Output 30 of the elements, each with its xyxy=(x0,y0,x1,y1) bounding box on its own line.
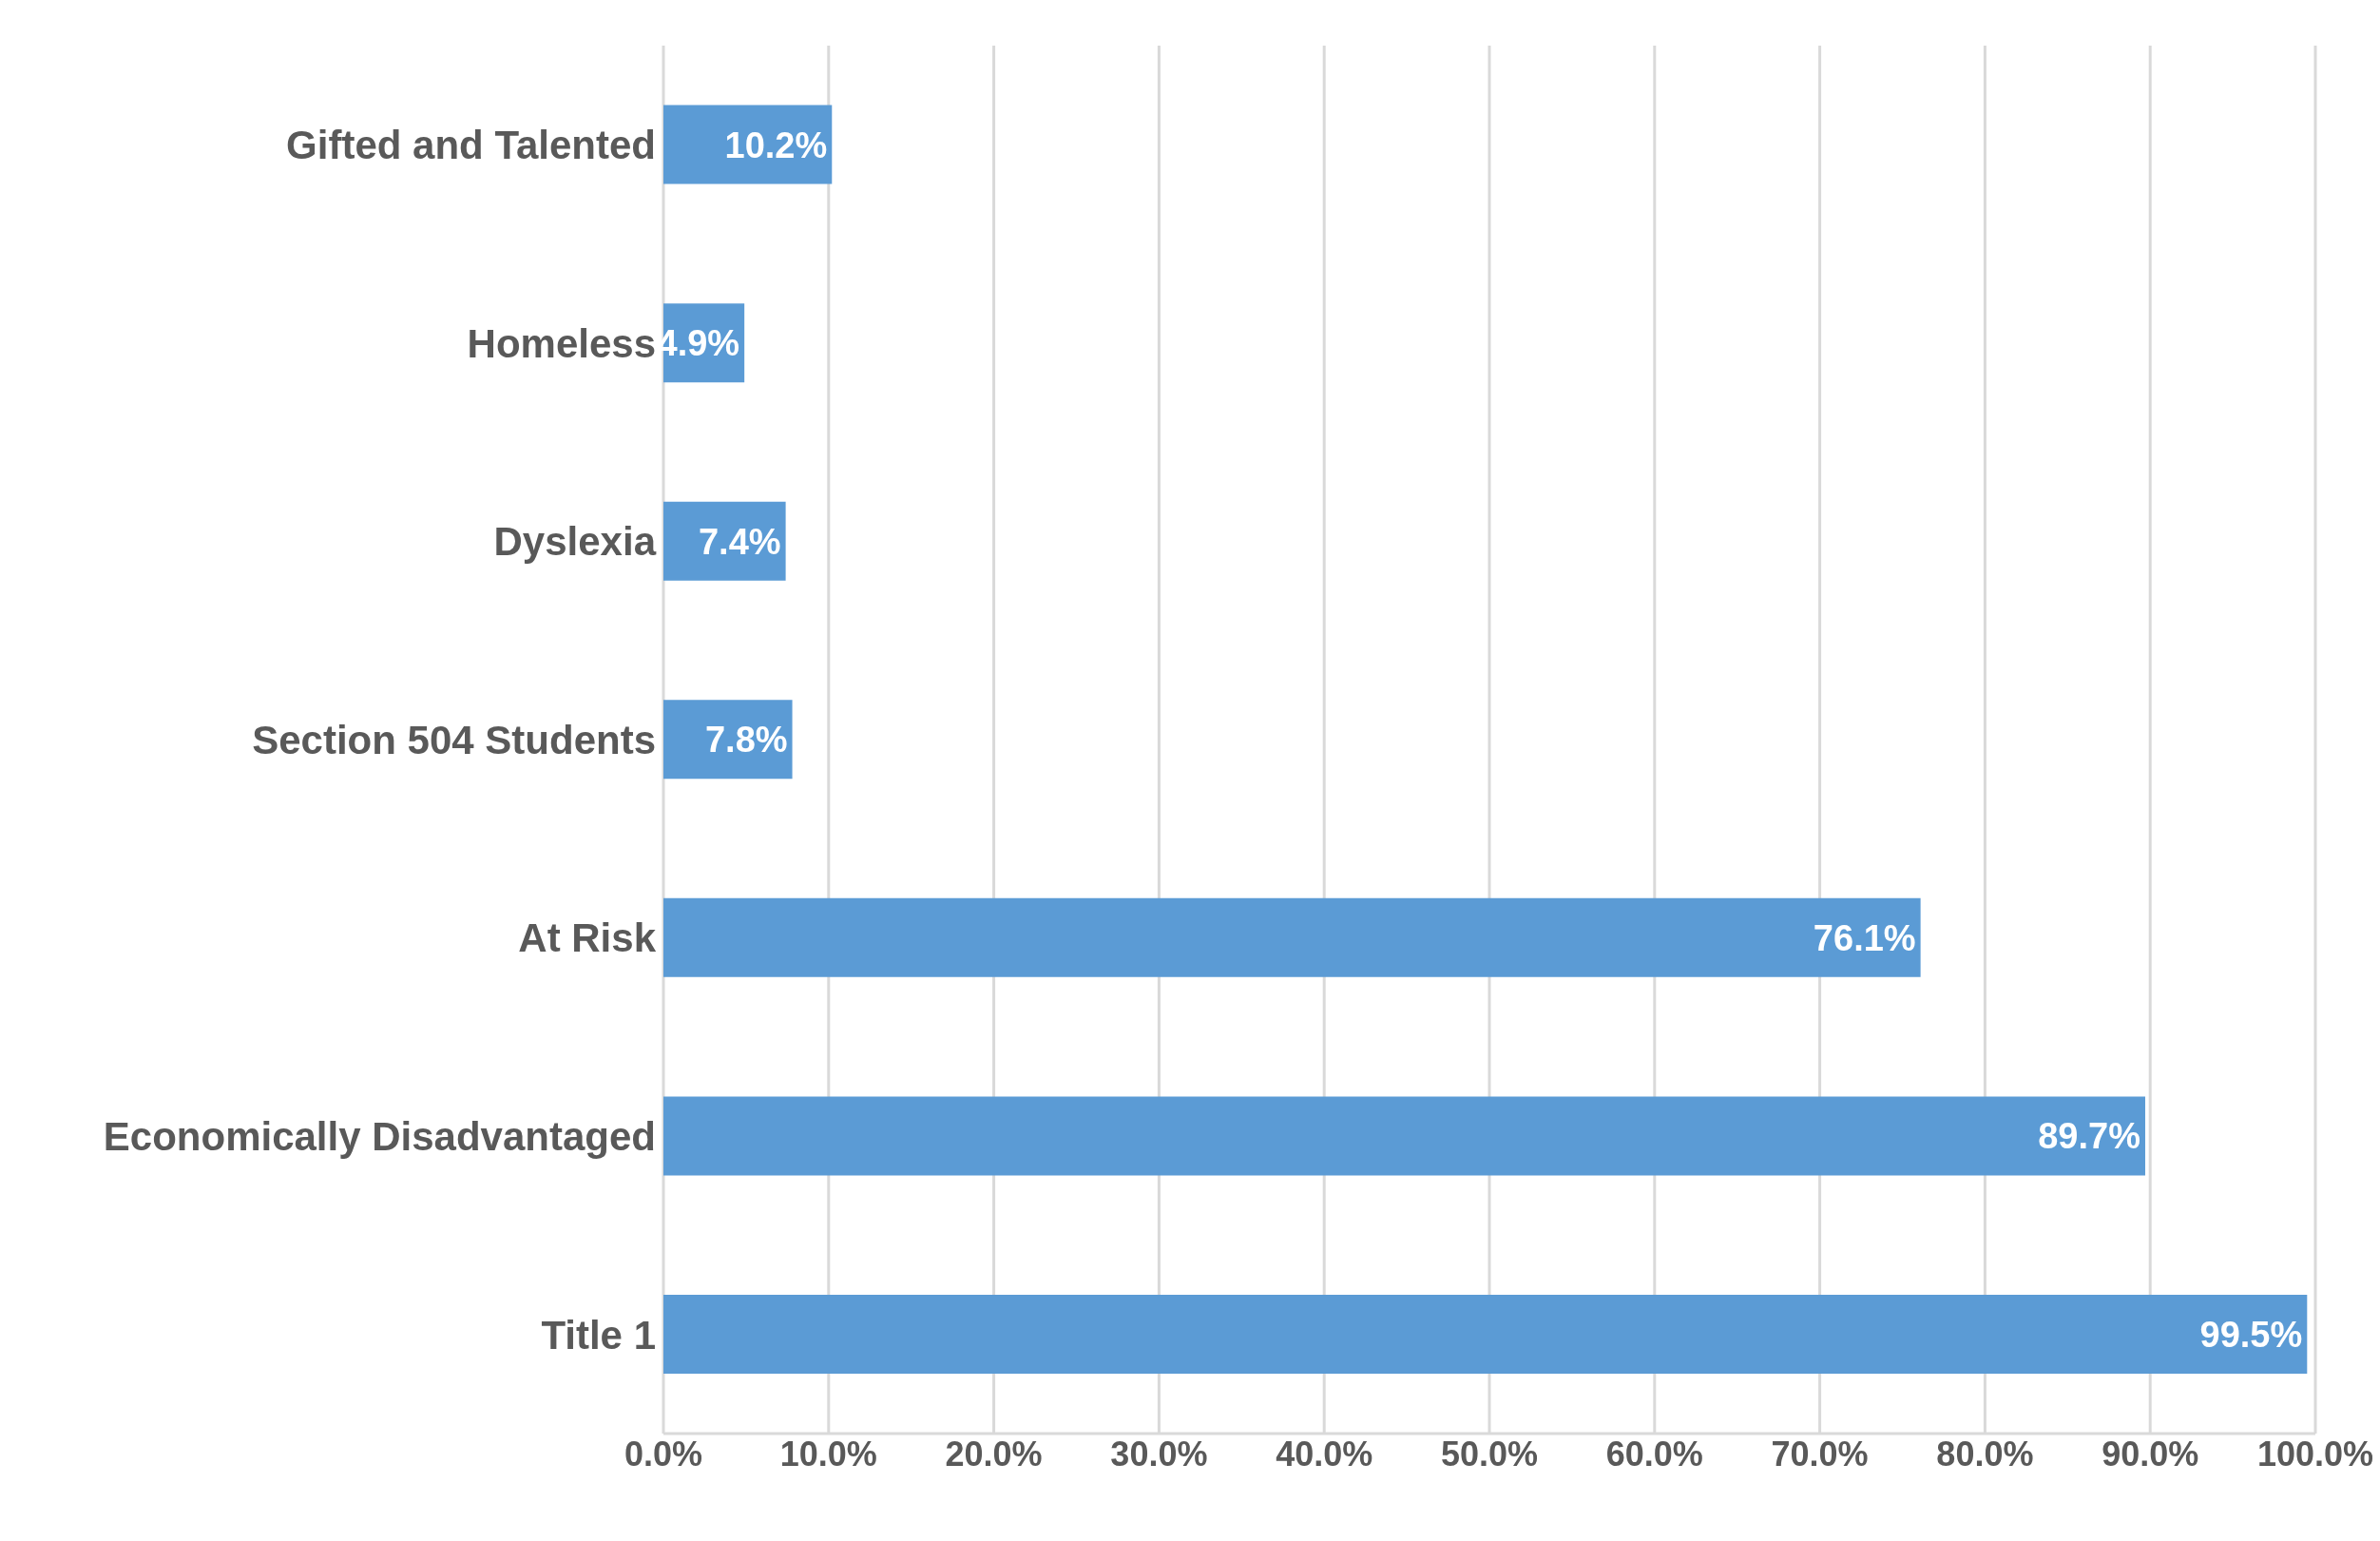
data-label: 7.4% xyxy=(698,521,781,562)
x-tick-label: 80.0% xyxy=(1936,1434,2034,1474)
data-label: 7.8% xyxy=(704,720,788,761)
x-tick-label: 10.0% xyxy=(779,1434,877,1474)
x-tick-label: 20.0% xyxy=(945,1434,1043,1474)
x-tick-label: 70.0% xyxy=(1771,1434,1869,1474)
x-tick-label: 100.0% xyxy=(2256,1434,2374,1474)
bar xyxy=(663,700,793,780)
y-tick-label: Gifted and Talented xyxy=(286,123,656,168)
data-label: 76.1% xyxy=(1813,917,1916,958)
data-label: 10.2% xyxy=(724,125,828,165)
bar xyxy=(663,1295,2308,1374)
bar xyxy=(663,897,1921,977)
y-tick-label: Economically Disadvantaged xyxy=(103,1114,656,1160)
x-tick-label: 40.0% xyxy=(1276,1434,1373,1474)
y-tick-label: Dyslexia xyxy=(493,519,657,565)
y-tick-label: Title 1 xyxy=(541,1312,656,1358)
data-label: 89.7% xyxy=(2038,1116,2140,1157)
y-tick-label: Section 504 Students xyxy=(252,717,656,762)
x-tick-label: 50.0% xyxy=(1440,1434,1539,1474)
data-label: 99.5% xyxy=(2199,1314,2303,1355)
bar xyxy=(663,501,786,581)
y-tick-label: Homeless xyxy=(467,320,656,366)
x-tick-label: 30.0% xyxy=(1110,1434,1208,1474)
x-tick-label: 0.0% xyxy=(624,1434,703,1474)
bar xyxy=(663,1096,2145,1176)
y-tick-label: At Risk xyxy=(518,915,657,961)
x-tick-label: 90.0% xyxy=(2102,1434,2199,1474)
bar xyxy=(663,105,833,184)
x-tick-label: 60.0% xyxy=(1605,1434,1703,1474)
